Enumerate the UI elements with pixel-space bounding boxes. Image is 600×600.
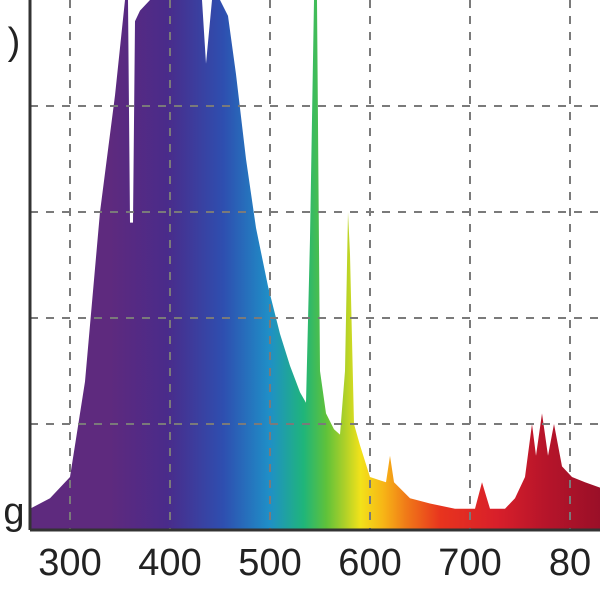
x-tick-label: 80 bbox=[549, 542, 591, 584]
y-partial-label: ) bbox=[8, 21, 21, 63]
spectrum-chart: 300 400 500 600 700 80) g bbox=[0, 0, 600, 600]
x-tick-label: 500 bbox=[238, 542, 301, 584]
x-tick-label: 600 bbox=[338, 542, 401, 584]
x-tick-label: 400 bbox=[138, 542, 201, 584]
x-tick-label: 300 bbox=[38, 542, 101, 584]
x-tick-label: 700 bbox=[438, 542, 501, 584]
chart-svg: 300 400 500 600 700 80) g bbox=[0, 0, 600, 600]
y-partial-label-2: g bbox=[3, 491, 24, 533]
